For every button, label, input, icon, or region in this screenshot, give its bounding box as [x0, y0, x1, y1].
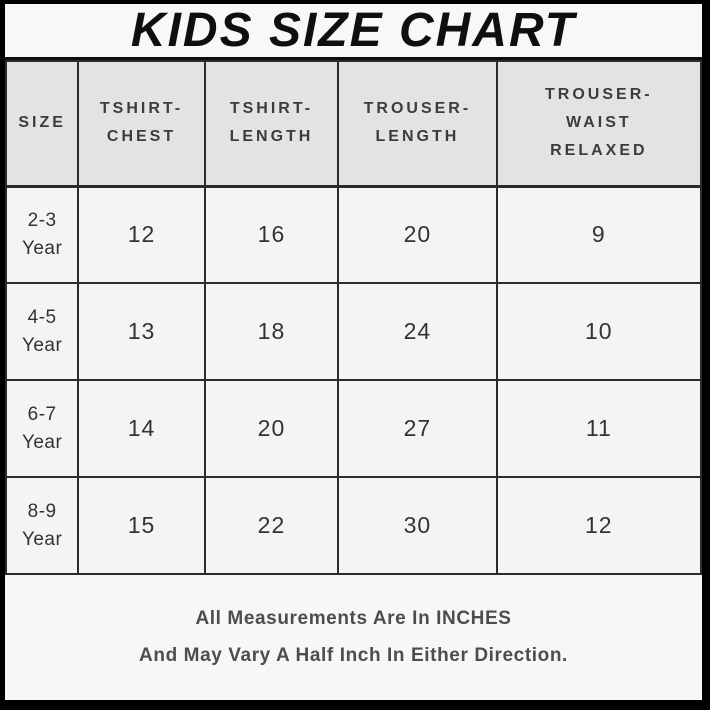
- size-label-line: Year: [21, 431, 63, 453]
- column-header-line: TROUSER-: [363, 100, 472, 118]
- column-header-line: TSHIRT-: [229, 100, 314, 118]
- title-bar: KIDS SIZE CHART: [5, 4, 702, 60]
- column-header-line: TROUSER-: [545, 86, 653, 104]
- size-label-line: 4-5: [27, 306, 57, 328]
- size-cell: 8-9 Year: [4, 476, 80, 575]
- value-cell: 18: [203, 282, 340, 381]
- header-row: SIZE TSHIRT- CHEST TSHIRT- LENGTH TROUSE…: [4, 60, 703, 188]
- size-table: SIZE TSHIRT- CHEST TSHIRT- LENGTH TROUSE…: [4, 60, 703, 575]
- page-title: KIDS SIZE CHART: [130, 4, 577, 57]
- column-header-trouser-waist-relaxed: TROUSER- WAIST RELAXED: [495, 60, 703, 188]
- column-header-tshirt-length: TSHIRT- LENGTH: [203, 60, 340, 188]
- size-cell: 4-5 Year: [4, 282, 80, 381]
- value-cell: 11: [495, 379, 703, 478]
- column-header-line: LENGTH: [375, 128, 460, 146]
- size-label-line: Year: [21, 237, 63, 259]
- column-header-line: TSHIRT-: [99, 100, 184, 118]
- table-row: 2-3 Year 12 16 20 9: [4, 185, 703, 284]
- footer-line-1: All Measurements Are In INCHES: [195, 608, 512, 629]
- column-header-line: SIZE: [18, 114, 66, 132]
- value-cell: 15: [77, 476, 206, 575]
- value-cell: 30: [337, 476, 498, 575]
- value-cell: 16: [203, 185, 340, 284]
- value-cell: 12: [495, 476, 703, 575]
- column-header-tshirt-chest: TSHIRT- CHEST: [77, 60, 206, 188]
- value-cell: 24: [337, 282, 498, 381]
- value-cell: 20: [337, 185, 498, 284]
- size-label-line: Year: [21, 334, 63, 356]
- size-label-line: 8-9: [27, 500, 57, 522]
- footer-line-2: And May Vary A Half Inch In Either Direc…: [139, 645, 568, 666]
- size-cell: 6-7 Year: [4, 379, 80, 478]
- value-cell: 22: [203, 476, 340, 575]
- value-cell: 13: [77, 282, 206, 381]
- chart-frame: KIDS SIZE CHART SIZE TSHIRT- CHEST TSHIR…: [4, 4, 703, 700]
- column-header-line: CHEST: [106, 128, 177, 146]
- column-header-line: RELAXED: [550, 142, 648, 160]
- column-header-line: WAIST: [565, 114, 632, 132]
- value-cell: 9: [495, 185, 703, 284]
- column-header-line: LENGTH: [229, 128, 314, 146]
- size-label-line: 2-3: [27, 210, 57, 232]
- value-cell: 14: [77, 379, 206, 478]
- table-row: 8-9 Year 15 22 30 12: [4, 476, 703, 575]
- value-cell: 12: [77, 185, 206, 284]
- size-cell: 2-3 Year: [4, 185, 80, 284]
- column-header-size: SIZE: [4, 60, 80, 188]
- column-header-trouser-length: TROUSER- LENGTH: [337, 60, 498, 188]
- size-label-line: Year: [21, 528, 63, 550]
- footer-note: All Measurements Are In INCHES And May V…: [5, 575, 702, 700]
- value-cell: 10: [495, 282, 703, 381]
- table-row: 4-5 Year 13 18 24 10: [4, 282, 703, 381]
- table-row: 6-7 Year 14 20 27 11: [4, 379, 703, 478]
- value-cell: 20: [203, 379, 340, 478]
- size-label-line: 6-7: [27, 403, 57, 425]
- value-cell: 27: [337, 379, 498, 478]
